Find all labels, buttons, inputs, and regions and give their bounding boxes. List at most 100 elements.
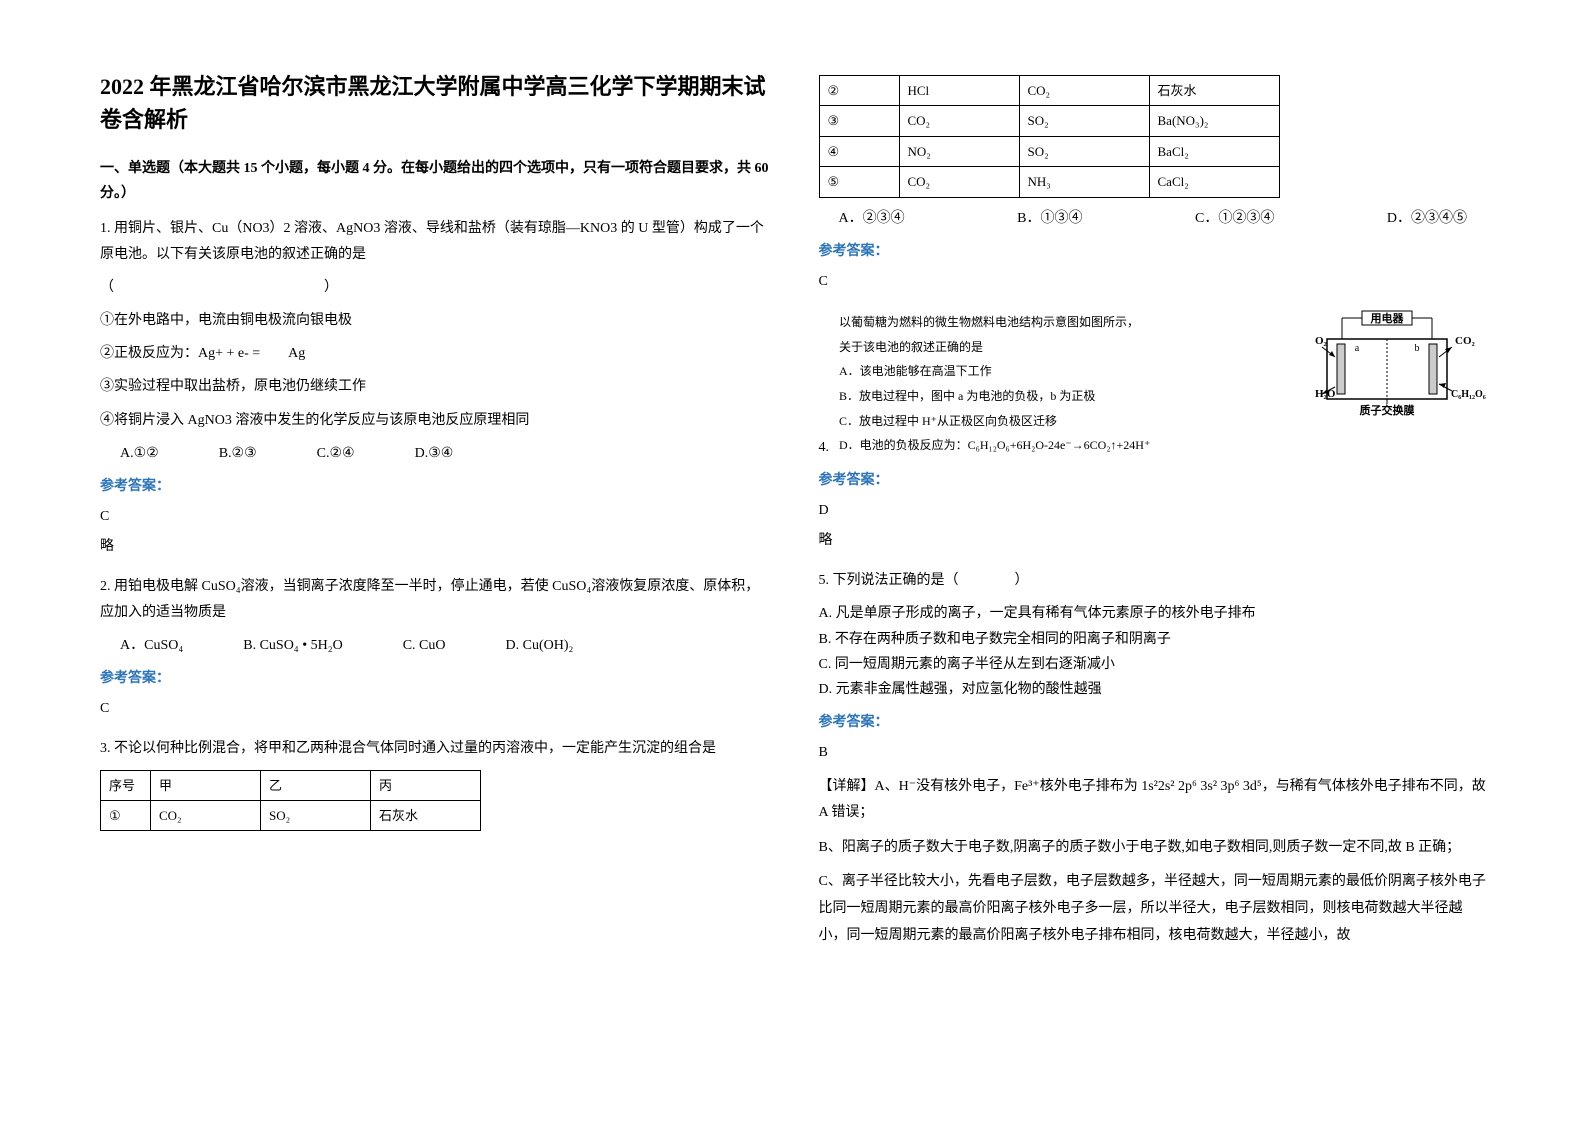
diagram-label-co2: CO₂ (1455, 335, 1476, 347)
q4-note: 略 (819, 528, 1488, 553)
table-row: ① CO₂ SO₂ 石灰水 (101, 800, 481, 830)
q5-optC: C. 同一短周期元素的离子半径从左到右逐渐减小 (819, 652, 1488, 677)
question-1: 1. 用铜片、银片、Cu（NO3）2 溶液、AgNO3 溶液、导线和盐桥（装有琼… (100, 216, 769, 559)
table-cell: ① (101, 800, 151, 830)
table-cell: 石灰水 (371, 800, 481, 830)
q2-options: A．CuSO₄ B. CuSO₄ • 5H₂O C. CuO D. Cu(OH)… (120, 633, 769, 658)
q3-optA: A．②③④ (839, 206, 905, 231)
q3-optC: C．①②③④ (1195, 206, 1274, 231)
q1-paren: （ ） (100, 275, 769, 300)
q4-optA: A．该电池能够在高温下工作 (839, 361, 1297, 383)
q4-line2: 关于该电池的叙述正确的是 (839, 337, 1297, 359)
q3-table2: ② HCl CO₂ 石灰水 ③ CO₂ SO₂ Ba(NO₃)₂ ④ NO₂ S… (819, 75, 1280, 198)
q2-answer: C (100, 696, 769, 721)
table-cell: ③ (819, 106, 899, 136)
table-cell: ④ (819, 136, 899, 166)
table-cell: ② (819, 76, 899, 106)
q1-item3: ③实验过程中取出盐桥，原电池仍继续工作 (100, 374, 769, 399)
q5-optB: B. 不存在两种质子数和电子数完全相同的阳离子和阴离子 (819, 627, 1488, 652)
table-cell: CO₂ (1019, 76, 1149, 106)
q3-text: 3. 不论以何种比例混合，将甲和乙两种混合气体同时通入过量的丙溶液中，一定能产生… (100, 736, 769, 761)
q4-text-block: 以葡萄糖为燃料的微生物燃料电池结构示意图如图所示， 关于该电池的叙述正确的是 A… (839, 309, 1297, 460)
table-row: ③ CO₂ SO₂ Ba(NO₃)₂ (819, 106, 1279, 136)
q1-item1: ①在外电路中，电流由铜电极流向银电极 (100, 308, 769, 333)
right-column: ② HCl CO₂ 石灰水 ③ CO₂ SO₂ Ba(NO₃)₂ ④ NO₂ S… (819, 70, 1488, 1052)
table-row: ⑤ CO₂ NH₃ CaCl₂ (819, 167, 1279, 197)
q1-options: A.①② B.②③ C.②④ D.③④ (120, 441, 769, 466)
table-row: ④ NO₂ SO₂ BaCl₂ (819, 136, 1279, 166)
q5-detail-a: 【详解】A、H⁻没有核外电子，Fe³⁺核外电子排布为 1s²2s² 2p⁶ 3s… (819, 774, 1488, 827)
table-cell: CO₂ (899, 167, 1019, 197)
left-column: 2022 年黑龙江省哈尔滨市黑龙江大学附属中学高三化学下学期期末试卷含解析 一、… (100, 70, 769, 1052)
q1-answer-label: 参考答案： (100, 474, 769, 499)
table-cell: SO₂ (1019, 106, 1149, 136)
q5-optA: A. 凡是单原子形成的离子，一定具有稀有气体元素原子的核外电子排布 (819, 601, 1488, 626)
q1-note: 略 (100, 534, 769, 559)
section-header: 一、单选题（本大题共 15 个小题，每小题 4 分。在每小题给出的四个选项中，只… (100, 156, 769, 206)
diagram-label-b: b (1415, 343, 1420, 354)
q1-optC: C.②④ (317, 441, 355, 466)
table-row: ② HCl CO₂ 石灰水 (819, 76, 1279, 106)
q2-answer-label: 参考答案： (100, 666, 769, 691)
table-cell: CO₂ (151, 800, 261, 830)
q1-item4: ④将铜片浸入 AgNO3 溶液中发生的化学反应与该原电池反应原理相同 (100, 408, 769, 433)
q1-answer: C (100, 504, 769, 529)
table-cell: CaCl₂ (1149, 167, 1279, 197)
table-cell: HCl (899, 76, 1019, 106)
exam-title: 2022 年黑龙江省哈尔滨市黑龙江大学附属中学高三化学下学期期末试卷含解析 (100, 70, 769, 136)
q1-optB: B.②③ (219, 441, 257, 466)
table-cell: ⑤ (819, 167, 899, 197)
q3-answer: C (819, 269, 1488, 294)
q3-optD: D．②③④⑤ (1387, 206, 1467, 231)
q5-answer: B (819, 740, 1488, 765)
q1-item2: ②正极反应为：Ag+ + e- = Ag (100, 341, 769, 366)
table-cell: 丙 (371, 770, 481, 800)
q4-num: 4. (819, 435, 830, 460)
question-5: 5. 下列说法正确的是（ ） A. 凡是单原子形成的离子，一定具有稀有气体元素原… (819, 568, 1488, 949)
diagram-label-right: C₆H₁₂O₆ (1451, 389, 1486, 400)
q4-line1: 以葡萄糖为燃料的微生物燃料电池结构示意图如图所示， (839, 312, 1297, 334)
table-cell: 序号 (101, 770, 151, 800)
fuel-cell-diagram: 用电器 a b O₂ CO₂ H₂O C₆H₁₂O₆ (1307, 309, 1487, 429)
q4-optD: D．电池的负极反应为：C₆H₁₂O₆+6H₂O-24e⁻→6CO₂↑+24H⁺ (839, 435, 1297, 457)
table-cell: 乙 (261, 770, 371, 800)
q5-optD: D. 元素非金属性越强，对应氢化物的酸性越强 (819, 677, 1488, 702)
question-3: 3. 不论以何种比例混合，将甲和乙两种混合气体同时通入过量的丙溶液中，一定能产生… (100, 736, 769, 831)
q2-optB: B. CuSO₄ • 5H₂O (243, 633, 342, 658)
diagram-label-o2: O₂ (1315, 335, 1328, 347)
q2-text: 2. 用铂电极电解 CuSO₄溶液，当铜离子浓度降至一半时，停止通电，若使 Cu… (100, 574, 769, 624)
q1-optA: A.①② (120, 441, 159, 466)
q5-detail-b: B、阳离子的质子数大于电子数,阴离子的质子数小于电子数,如电子数相同,则质子数一… (819, 835, 1488, 862)
table-row: 序号 甲 乙 丙 (101, 770, 481, 800)
q3-table1: 序号 甲 乙 丙 ① CO₂ SO₂ 石灰水 (100, 770, 481, 832)
q4-answer-label: 参考答案： (819, 468, 1488, 493)
table-cell: SO₂ (1019, 136, 1149, 166)
q5-text: 5. 下列说法正确的是（ ） (819, 568, 1488, 593)
q2-optC: C. CuO (403, 633, 446, 658)
q4-optB: B．放电过程中，图中 a 为电池的负极，b 为正极 (839, 386, 1297, 408)
table-cell: Ba(NO₃)₂ (1149, 106, 1279, 136)
table-cell: 石灰水 (1149, 76, 1279, 106)
table-cell: CO₂ (899, 106, 1019, 136)
q3-optB: B．①③④ (1017, 206, 1082, 231)
q5-answer-label: 参考答案： (819, 710, 1488, 735)
diagram-label-top: 用电器 (1371, 311, 1405, 325)
q2-optA: A．CuSO₄ (120, 633, 183, 658)
table-cell: 甲 (151, 770, 261, 800)
table-cell: NO₂ (899, 136, 1019, 166)
q1-optD: D.③④ (415, 441, 454, 466)
diagram-label-bottom: 质子交换膜 (1360, 403, 1415, 417)
q3-answer-label: 参考答案： (819, 239, 1488, 264)
q4-optC: C．放电过程中 H⁺从正极区向负极区迁移 (839, 411, 1297, 433)
q4-answer: D (819, 498, 1488, 523)
diagram-label-h2o: H₂O (1315, 388, 1336, 400)
q3-options: A．②③④ B．①③④ C．①②③④ D．②③④⑤ (819, 206, 1488, 231)
diagram-label-a: a (1355, 343, 1360, 354)
q2-optD: D. Cu(OH)₂ (506, 633, 574, 658)
question-2: 2. 用铂电极电解 CuSO₄溶液，当铜离子浓度降至一半时，停止通电，若使 Cu… (100, 574, 769, 721)
table-cell: BaCl₂ (1149, 136, 1279, 166)
table-cell: NH₃ (1019, 167, 1149, 197)
q1-text: 1. 用铜片、银片、Cu（NO3）2 溶液、AgNO3 溶液、导线和盐桥（装有琼… (100, 216, 769, 266)
question-4: 4. 以葡萄糖为燃料的微生物燃料电池结构示意图如图所示， 关于该电池的叙述正确的… (819, 309, 1488, 553)
q5-detail-c: C、离子半径比较大小，先看电子层数，电子层数越多，半径越大，同一短周期元素的最低… (819, 869, 1488, 949)
